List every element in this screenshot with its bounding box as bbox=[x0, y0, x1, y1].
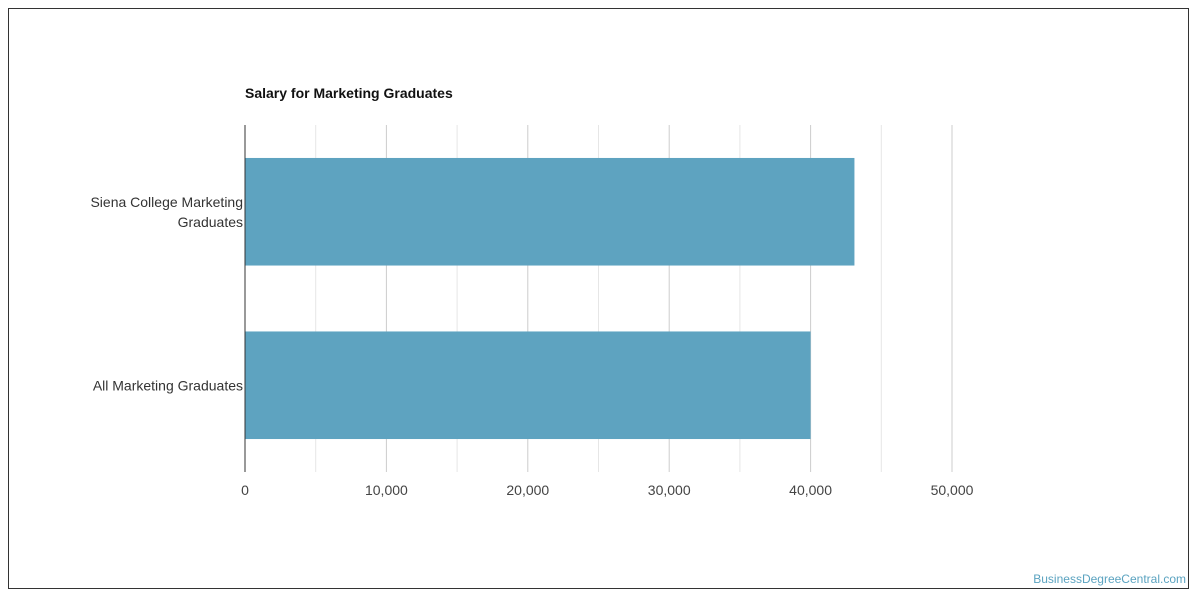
x-tick-label: 40,000 bbox=[789, 482, 832, 498]
x-tick-label: 30,000 bbox=[648, 482, 691, 498]
bar-1 bbox=[245, 157, 855, 266]
x-tick-label: 50,000 bbox=[931, 482, 974, 498]
category-label-2: All Marketing Graduates bbox=[93, 377, 243, 393]
x-tick-label: 10,000 bbox=[365, 482, 408, 498]
category-label-1: Siena College Marketing Graduates bbox=[90, 194, 243, 230]
bar-2 bbox=[245, 331, 811, 440]
chart-title: Salary for Marketing Graduates bbox=[245, 85, 453, 101]
watermark: BusinessDegreeCentral.com bbox=[1033, 572, 1186, 586]
x-tick-label: 0 bbox=[241, 482, 249, 498]
x-tick-label: 20,000 bbox=[506, 482, 549, 498]
